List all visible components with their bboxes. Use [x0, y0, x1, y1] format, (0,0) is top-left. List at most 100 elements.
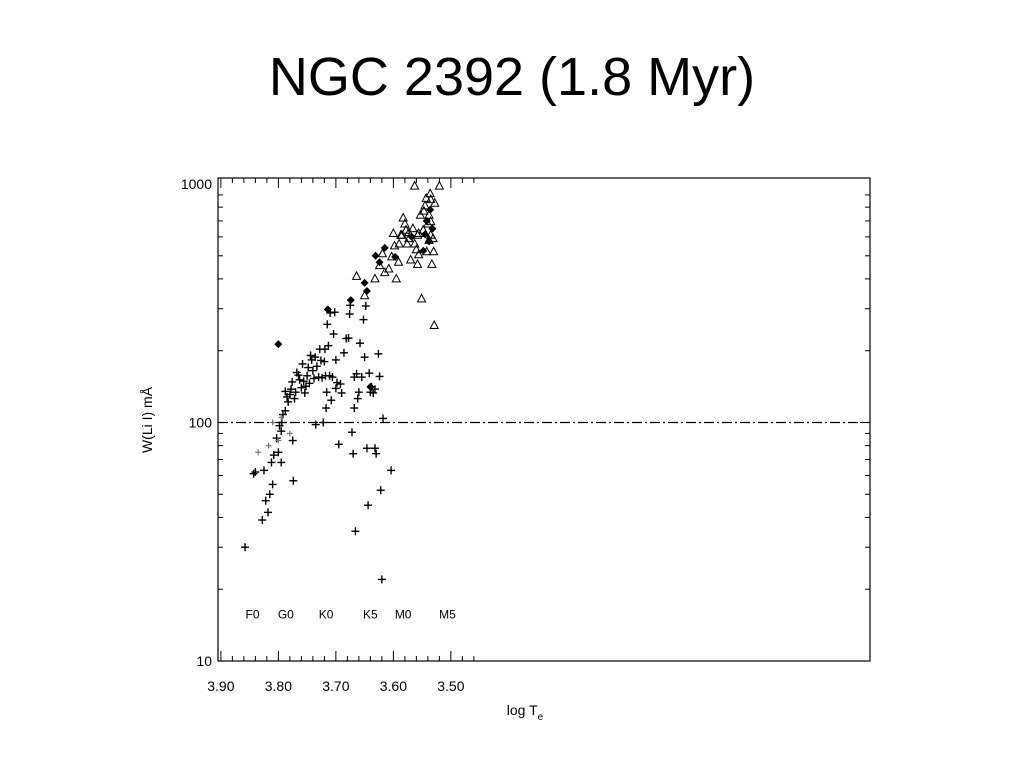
plus-point — [370, 385, 379, 394]
spectral-type-label: F0 — [245, 608, 259, 622]
x-tick-label: 3.80 — [265, 678, 292, 694]
diamond-point — [362, 286, 371, 295]
plus-point — [295, 375, 304, 384]
plus-point — [312, 362, 321, 371]
triangle-point — [398, 212, 408, 222]
plus-point — [354, 388, 363, 397]
triangle-point — [424, 234, 434, 244]
triangle-point — [377, 248, 388, 258]
plus-point — [351, 527, 360, 536]
plus-point — [336, 380, 345, 389]
plus-point — [251, 468, 260, 477]
plus-point — [297, 383, 306, 392]
plus-point — [274, 448, 283, 457]
plus-point — [350, 404, 359, 413]
spectral-type-label: G0 — [278, 608, 294, 622]
triangle-point — [425, 194, 436, 204]
spectral-type-label: K0 — [319, 608, 334, 622]
small-cross-point — [275, 437, 282, 444]
triangle-point — [418, 224, 429, 234]
x-tick-label: 3.60 — [380, 678, 407, 694]
plus-point — [298, 359, 307, 368]
plus-point — [361, 301, 370, 310]
plus-point — [264, 508, 273, 517]
data-points — [241, 180, 445, 584]
triangle-point — [411, 244, 422, 254]
plus-point — [268, 480, 277, 489]
plus-point — [311, 353, 320, 362]
plus-point — [305, 379, 314, 388]
plus-point — [337, 388, 346, 397]
plus-point — [319, 418, 328, 427]
plus-point — [285, 390, 294, 399]
small-cross-point — [255, 449, 262, 456]
diamond-point — [346, 296, 355, 305]
plot-frame — [217, 177, 871, 662]
plus-point — [365, 369, 374, 378]
y-tick-labels: 10 100 1000 — [181, 176, 212, 669]
spectral-type-labels: F0 G0 K0 K5 M0 M5 — [245, 608, 456, 622]
plus-point — [347, 428, 356, 437]
diamond-point — [428, 224, 437, 233]
small-cross-point — [269, 419, 276, 426]
x-axis-label-sub: e — [538, 712, 544, 723]
diamond-point — [419, 246, 428, 255]
triangle-point — [428, 246, 439, 256]
plus-point — [320, 357, 329, 366]
plus-point — [333, 378, 342, 387]
plus-point — [379, 414, 388, 423]
plus-point — [261, 496, 270, 505]
spectral-type-label: M0 — [395, 608, 412, 622]
diamond-point — [366, 382, 375, 391]
x-tick-label: 3.70 — [322, 678, 349, 694]
triangle-point — [412, 258, 423, 268]
y-tick-label: 100 — [189, 415, 213, 431]
plus-point — [330, 308, 339, 317]
triangle-point — [397, 229, 407, 239]
plus-point — [284, 397, 293, 406]
small-cross-point — [278, 414, 285, 421]
triangle-point — [402, 238, 413, 248]
plus-point — [356, 339, 365, 348]
triangle-point — [405, 254, 416, 264]
plus-point — [357, 373, 366, 382]
plus-point — [349, 449, 358, 458]
triangle-point — [404, 233, 414, 243]
diamond-point — [323, 305, 332, 314]
y-tick-label: 10 — [196, 653, 212, 669]
plus-point — [289, 476, 298, 485]
triangle-point — [416, 293, 427, 303]
triangle-point — [409, 180, 420, 190]
triangle-point — [434, 180, 445, 190]
plus-point — [331, 355, 340, 364]
plus-point — [258, 516, 267, 525]
y-tick-label: 1000 — [181, 176, 212, 192]
plus-point — [353, 394, 362, 403]
plus-point — [316, 356, 325, 365]
triangle-point — [388, 227, 399, 238]
plus-point — [376, 486, 385, 495]
triangle-point — [409, 238, 420, 248]
plus-point — [281, 406, 290, 415]
plus-point — [290, 394, 299, 403]
plus-point — [291, 388, 300, 397]
plus-point — [339, 348, 348, 357]
small-cross-point — [286, 430, 293, 437]
slide-title: NGC 2392 (1.8 Myr) — [268, 47, 756, 107]
plus-point — [369, 388, 378, 397]
triangle-point — [425, 216, 436, 226]
plus-point — [322, 404, 331, 413]
plus-point — [352, 369, 361, 378]
triangle-point — [374, 260, 385, 270]
plus-point — [359, 315, 368, 324]
plus-point — [288, 436, 297, 445]
plus-point — [323, 320, 332, 329]
triangle-point — [427, 258, 437, 268]
plus-point — [377, 575, 386, 584]
triangle-point — [391, 273, 402, 283]
plus-point — [281, 387, 290, 396]
diamond-point — [274, 340, 283, 349]
plus-point — [344, 334, 353, 343]
x-tick-label: 3.50 — [437, 678, 464, 694]
